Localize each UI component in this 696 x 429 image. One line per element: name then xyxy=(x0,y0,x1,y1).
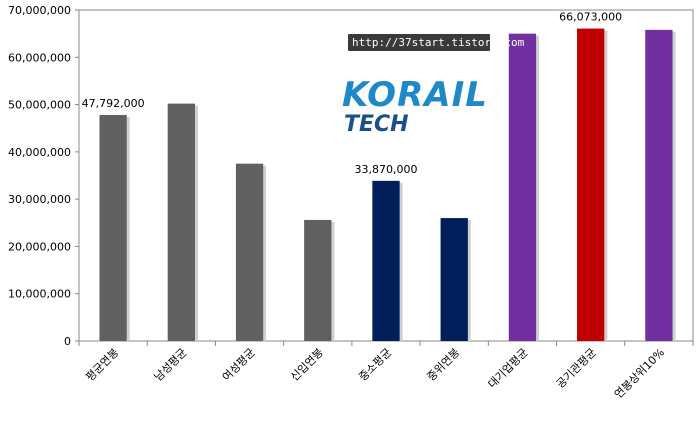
data-label: 33,870,000 xyxy=(355,163,418,176)
y-tick-label: 0 xyxy=(64,335,71,348)
data-labels: 47,792,000 33,870,000 66,073,000 xyxy=(82,11,623,176)
logo-sub-text: TECH xyxy=(344,112,409,137)
y-tick-label: 30,000,000 xyxy=(8,193,71,206)
bar xyxy=(167,103,195,341)
x-tick-label: 공기관평균 xyxy=(554,346,599,391)
x-tick-label: 신입연봉 xyxy=(288,346,326,384)
y-tick-label: 20,000,000 xyxy=(8,240,71,253)
bar xyxy=(440,218,468,341)
y-tick-label: 60,000,000 xyxy=(8,51,71,64)
bar xyxy=(645,29,673,342)
x-tick-label: 여성평균 xyxy=(220,346,258,384)
x-tick-label: 연봉상위10% xyxy=(612,346,667,401)
x-tick-label: 중위연봉 xyxy=(425,346,463,384)
x-tick-label: 평균연봉 xyxy=(83,346,121,384)
y-tick-label: 70,000,000 xyxy=(8,4,71,17)
x-axis: 평균연봉 남성평균 여성평균 신입연봉 중소평균 중위연봉 대기업평균 공기관평균 연봉상위10… xyxy=(78,340,694,401)
x-tick-label: 중소평균 xyxy=(356,346,394,384)
y-tick-label: 40,000,000 xyxy=(8,146,71,159)
watermark-text: http://37start.tistory.com xyxy=(352,36,525,49)
y-tick-label: 50,000,000 xyxy=(8,99,71,112)
bar xyxy=(372,180,400,341)
watermark-box xyxy=(348,34,490,51)
bar xyxy=(99,115,127,341)
bars xyxy=(99,28,676,342)
data-label: 66,073,000 xyxy=(559,11,622,24)
bar xyxy=(508,33,537,342)
x-tick-label: 대기업평균 xyxy=(486,346,531,391)
bar xyxy=(304,219,332,341)
data-label: 47,792,000 xyxy=(82,97,145,110)
x-tick-label: 남성평균 xyxy=(152,346,190,384)
watermark: http://37start.tistory.com xyxy=(348,34,525,51)
bar xyxy=(235,163,264,341)
korail-logo: KORAIL TECH xyxy=(342,75,488,137)
logo-main-text: KORAIL xyxy=(342,75,488,115)
y-tick-label: 10,000,000 xyxy=(8,288,71,301)
y-axis: 0 10,000,000 20,000,000 30,000,000 40,000,00… xyxy=(8,4,80,348)
bar xyxy=(577,28,605,342)
